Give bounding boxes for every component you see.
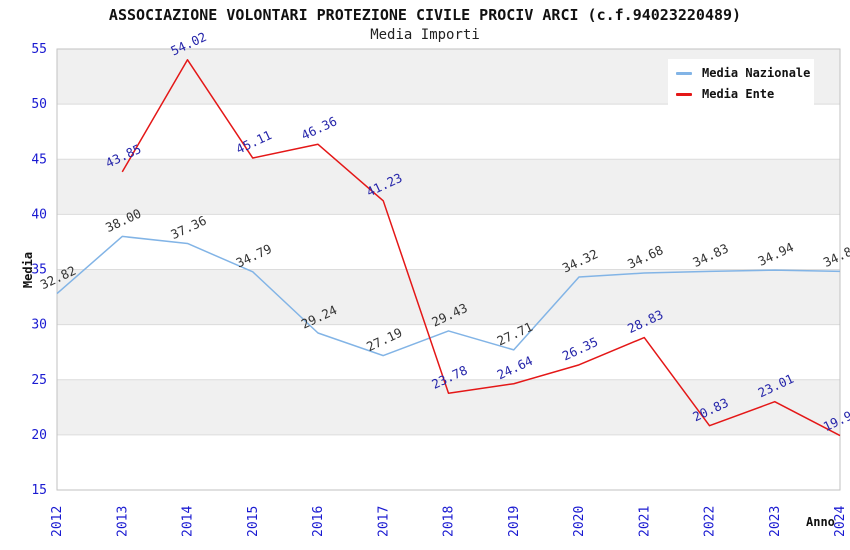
media-nazionale-value-label: 34.94 [756,239,796,269]
plot-border [56,48,841,491]
y-tick-label: 50 [31,97,47,112]
legend-label-media-nazionale: Media Nazionale [702,66,811,80]
y-tick-label: 20 [31,428,47,443]
x-tick-label: 2018 [442,506,457,537]
x-tick-label: 2022 [703,506,718,537]
x-tick-label: 2017 [376,506,391,537]
media-ente-line [121,59,841,437]
y-axis-title: Media [21,251,35,289]
x-tick-label: 2019 [507,506,522,537]
x-tick-label: 2021 [637,506,652,537]
x-tick-label: 2023 [768,506,783,537]
legend-item-media-ente: Media Ente [676,87,814,101]
x-tick-label: 2013 [115,506,130,537]
y-tick-label: 40 [31,207,47,222]
media-nazionale-value-label: 34.83 [821,240,850,270]
media-nazionale-line [56,235,841,357]
grid-band [57,269,840,325]
y-tick-label: 25 [31,373,47,388]
chart-subtitle: Media Importi [370,27,480,43]
media-ente-value-label: 24.64 [495,353,535,383]
legend-label-media-ente: Media Ente [702,87,775,101]
y-tick-label: 45 [31,152,47,167]
x-tick-label: 2020 [572,506,587,537]
chart-title: ASSOCIAZIONE VOLONTARI PROTEZIONE CIVILE… [108,6,742,24]
media-ente-value-label: 46.36 [299,113,339,143]
grid-band [57,159,840,215]
y-tick-label: 55 [31,42,47,57]
legend-line-swatch-icon [676,71,692,75]
x-tick-label: 2024 [833,506,848,537]
x-tick-label: 2012 [50,506,65,537]
y-tick-label: 30 [31,318,47,333]
media-nazionale-value-label: 34.68 [625,242,665,272]
y-tick-label: 35 [31,263,47,278]
legend-item-media-nazionale: Media Nazionale [676,66,814,80]
legend: Media Nazionale Media Ente [668,59,814,108]
media-nazionale-value-label: 34.79 [234,241,274,271]
x-axis-title: Anno [806,515,835,529]
legend-line-swatch-icon [676,92,692,96]
media-ente-value-label: 45.11 [234,127,274,157]
x-tick-label: 2016 [311,506,326,537]
x-tick-label: 2015 [246,506,261,537]
y-tick-label: 15 [31,483,47,498]
media-nazionale-value-label: 37.36 [168,213,208,243]
media-nazionale-value-label: 34.83 [690,240,730,270]
x-tick-label: 2014 [181,506,196,537]
